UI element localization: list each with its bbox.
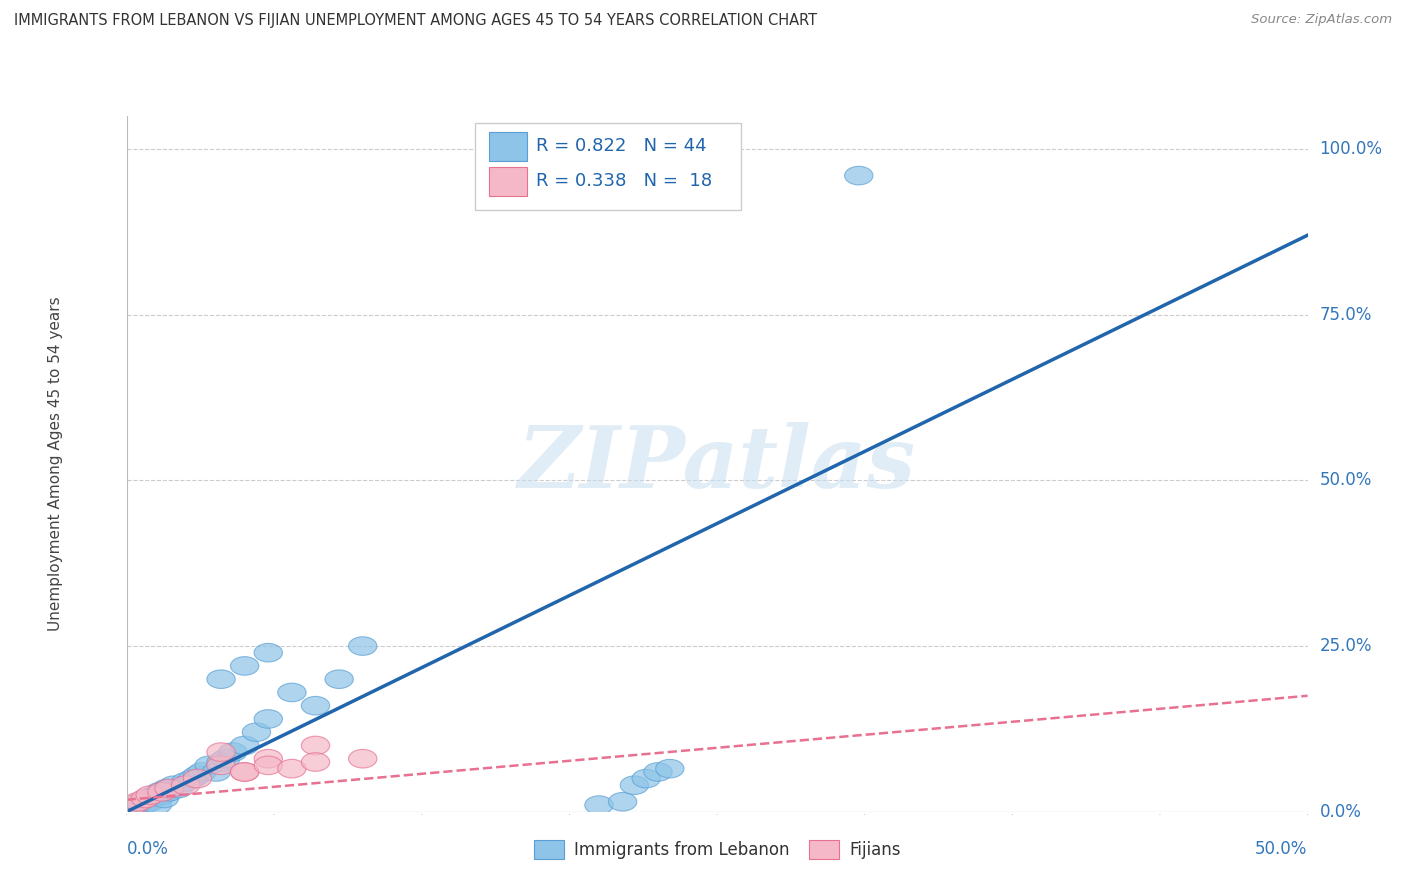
Ellipse shape — [124, 795, 152, 813]
Text: 50.0%: 50.0% — [1256, 839, 1308, 857]
FancyBboxPatch shape — [475, 123, 741, 210]
Ellipse shape — [301, 753, 329, 772]
Ellipse shape — [644, 763, 672, 781]
Ellipse shape — [195, 756, 224, 774]
Ellipse shape — [242, 723, 270, 741]
Ellipse shape — [131, 790, 160, 809]
Ellipse shape — [231, 763, 259, 781]
Text: 50.0%: 50.0% — [1319, 471, 1372, 490]
Ellipse shape — [148, 786, 176, 805]
Ellipse shape — [207, 743, 235, 762]
Text: R = 0.822   N = 44: R = 0.822 N = 44 — [536, 136, 707, 155]
Ellipse shape — [136, 792, 165, 811]
Ellipse shape — [145, 782, 174, 801]
Ellipse shape — [845, 166, 873, 185]
Ellipse shape — [141, 786, 169, 805]
Text: Unemployment Among Ages 45 to 54 years: Unemployment Among Ages 45 to 54 years — [48, 296, 63, 632]
Ellipse shape — [165, 780, 193, 797]
Ellipse shape — [124, 792, 152, 811]
Ellipse shape — [207, 756, 235, 774]
Ellipse shape — [254, 756, 283, 774]
Ellipse shape — [254, 710, 283, 728]
Ellipse shape — [231, 736, 259, 755]
Ellipse shape — [136, 786, 165, 805]
Ellipse shape — [155, 780, 183, 797]
Ellipse shape — [585, 796, 613, 814]
FancyBboxPatch shape — [489, 132, 527, 161]
Ellipse shape — [138, 788, 167, 806]
Ellipse shape — [172, 772, 200, 791]
Ellipse shape — [633, 769, 661, 788]
Ellipse shape — [207, 753, 235, 772]
Text: ZIPatlas: ZIPatlas — [517, 422, 917, 506]
Ellipse shape — [620, 776, 648, 795]
Text: 25.0%: 25.0% — [1319, 637, 1372, 655]
Ellipse shape — [155, 782, 183, 801]
Ellipse shape — [183, 766, 211, 785]
Ellipse shape — [127, 792, 155, 811]
Ellipse shape — [202, 763, 231, 781]
Ellipse shape — [211, 749, 240, 768]
FancyBboxPatch shape — [489, 167, 527, 196]
Ellipse shape — [179, 769, 207, 788]
Text: 0.0%: 0.0% — [127, 839, 169, 857]
Text: R = 0.338   N =  18: R = 0.338 N = 18 — [536, 171, 713, 190]
Legend: Immigrants from Lebanon, Fijians: Immigrants from Lebanon, Fijians — [527, 833, 907, 866]
Text: 0.0%: 0.0% — [1319, 803, 1361, 821]
Ellipse shape — [254, 643, 283, 662]
Ellipse shape — [254, 749, 283, 768]
Ellipse shape — [609, 792, 637, 811]
Ellipse shape — [207, 670, 235, 689]
Ellipse shape — [301, 697, 329, 715]
Text: 75.0%: 75.0% — [1319, 306, 1372, 324]
Ellipse shape — [120, 796, 148, 814]
Ellipse shape — [122, 797, 150, 815]
Text: 100.0%: 100.0% — [1319, 140, 1382, 158]
Text: Source: ZipAtlas.com: Source: ZipAtlas.com — [1251, 13, 1392, 27]
Ellipse shape — [655, 759, 683, 778]
Ellipse shape — [188, 763, 217, 781]
Text: IMMIGRANTS FROM LEBANON VS FIJIAN UNEMPLOYMENT AMONG AGES 45 TO 54 YEARS CORRELA: IMMIGRANTS FROM LEBANON VS FIJIAN UNEMPL… — [14, 13, 817, 29]
Ellipse shape — [160, 776, 188, 795]
Ellipse shape — [219, 743, 247, 762]
Ellipse shape — [349, 637, 377, 656]
Ellipse shape — [134, 789, 162, 808]
Ellipse shape — [325, 670, 353, 689]
Ellipse shape — [148, 782, 176, 801]
Ellipse shape — [231, 657, 259, 675]
Ellipse shape — [143, 796, 172, 814]
Ellipse shape — [231, 763, 259, 781]
Ellipse shape — [150, 789, 179, 808]
Ellipse shape — [172, 776, 200, 795]
Ellipse shape — [301, 736, 329, 755]
Ellipse shape — [152, 780, 181, 797]
Ellipse shape — [278, 683, 307, 702]
Ellipse shape — [131, 789, 160, 808]
Ellipse shape — [129, 796, 157, 814]
Ellipse shape — [183, 769, 211, 788]
Ellipse shape — [120, 796, 148, 814]
Ellipse shape — [349, 749, 377, 768]
Ellipse shape — [278, 759, 307, 778]
